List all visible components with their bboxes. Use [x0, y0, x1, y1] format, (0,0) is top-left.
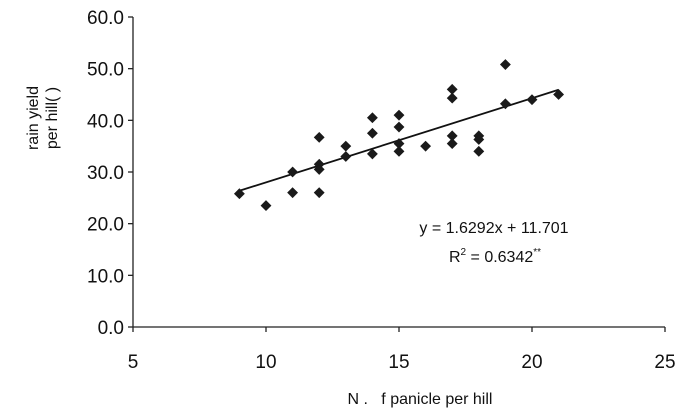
x-tick-label: 5	[128, 352, 139, 373]
y-tick-label: 20.0	[87, 215, 124, 236]
data-point-diamond	[447, 93, 457, 103]
data-point-diamond	[394, 122, 404, 132]
data-point-diamond	[341, 152, 351, 162]
data-points	[234, 60, 563, 211]
data-point-diamond	[447, 139, 457, 149]
data-point-diamond	[314, 188, 324, 198]
significance-stars: **	[533, 247, 541, 258]
y-tick-label: 50.0	[87, 60, 124, 81]
y-tick-label: 10.0	[87, 266, 124, 287]
data-point-diamond	[288, 188, 298, 198]
y-axis-title-line-1: rain yield	[25, 86, 42, 150]
x-tick-label: 15	[388, 352, 409, 373]
r-squared-value: = 0.6342	[466, 249, 533, 266]
y-axis-title-line-2: per hill( )	[44, 87, 61, 149]
axes	[133, 17, 665, 327]
data-point-diamond	[367, 128, 377, 138]
y-tick-label: 30.0	[87, 163, 124, 184]
data-point-diamond	[421, 141, 431, 151]
data-point-diamond	[367, 113, 377, 123]
x-tick-label: 25	[654, 352, 675, 373]
y-tick-label: 0.0	[98, 318, 124, 339]
data-point-diamond	[500, 60, 510, 70]
x-axis-ticks: 5 10 15 20 25	[128, 327, 676, 373]
y-tick-label: 40.0	[87, 111, 124, 132]
y-axis-ticks: 0.0 10.0 20.0 30.0 40.0 50.0 60.0	[87, 8, 133, 339]
r-squared-annotation: R2 = 0.6342**	[449, 247, 541, 266]
data-point-diamond	[474, 146, 484, 156]
data-point-diamond	[394, 110, 404, 120]
data-point-diamond	[394, 146, 404, 156]
data-point-diamond	[261, 201, 271, 211]
data-point-diamond	[314, 132, 324, 142]
r-squared-prefix: R	[449, 249, 461, 266]
x-axis-title: N . f panicle per hill	[348, 391, 493, 408]
x-tick-label: 20	[521, 352, 542, 373]
y-tick-label: 60.0	[87, 8, 124, 29]
x-tick-label: 10	[255, 352, 276, 373]
regression-equation: y = 1.6292x + 11.701	[419, 220, 568, 237]
data-point-diamond	[341, 141, 351, 151]
